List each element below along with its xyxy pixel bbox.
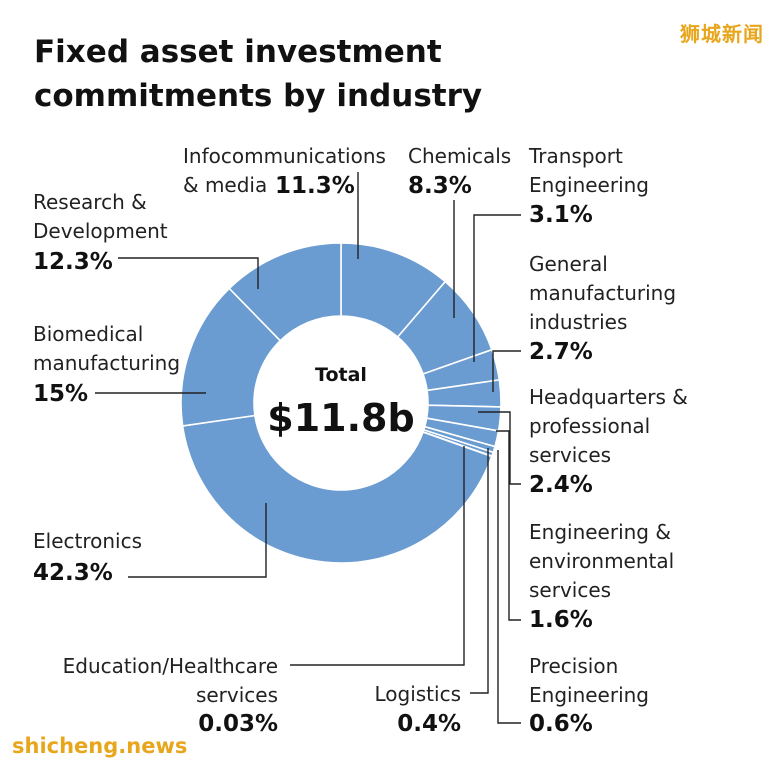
value-headquarters-professional-services: 2.4%	[529, 472, 593, 498]
slice-electronics	[181, 414, 493, 564]
leader-headquarters-professional-services	[478, 411, 521, 485]
value-biomedical-manufacturing: 15%	[33, 381, 88, 407]
value-chemicals: 8.3%	[408, 173, 472, 199]
leader-transport-engineering	[473, 214, 521, 362]
leader-general-manufacturing-industries	[492, 350, 521, 392]
value-education-healthcare-services: 0.03%	[198, 711, 278, 737]
chart-title: Fixed asset investment commitments by in…	[34, 34, 483, 114]
label-electronics: Electronics	[33, 529, 142, 553]
leader-logistics	[470, 448, 489, 694]
value-general-manufacturing-industries: 2.7%	[529, 339, 593, 365]
center-label: Total	[315, 364, 367, 386]
watermark-top: 狮城新闻	[680, 22, 764, 46]
leader-engineering-environmental-services	[496, 430, 521, 621]
label-transport-engineering: Transport Engineering	[528, 144, 649, 197]
value-logistics: 0.4%	[397, 711, 461, 737]
slice-labels: Infocommunications & media 11.3% Chemicals 8…	[33, 144, 688, 737]
label-education-healthcare-services: Education/Healthcare services	[63, 654, 278, 707]
watermark-bottom: shicheng.news	[12, 734, 188, 758]
label-infocommunications-media: Infocommunications & media	[183, 144, 386, 197]
leader-electronics	[128, 503, 267, 578]
value-infocommunications-media: 11.3%	[275, 173, 355, 199]
value-electronics: 42.3%	[33, 560, 113, 586]
label-research-development: Research & Development	[33, 190, 168, 243]
leader-education-healthcare-services	[290, 446, 465, 666]
center-value: $11.8b	[267, 396, 414, 440]
label-biomedical-manufacturing: Biomedical manufacturing	[33, 322, 180, 375]
label-logistics: Logistics	[374, 682, 461, 706]
value-transport-engineering: 3.1%	[529, 202, 593, 228]
value-research-development: 12.3%	[33, 249, 113, 275]
label-engineering-environmental-services: Engineering & environmental services	[529, 520, 674, 602]
leader-lines	[95, 172, 521, 724]
leader-research-development	[118, 257, 259, 289]
label-headquarters-professional-services: Headquarters & professional services	[529, 385, 688, 467]
label-precision-engineering: Precision Engineering	[529, 654, 649, 707]
label-general-manufacturing-industries: General manufacturing industries	[529, 252, 676, 334]
value-precision-engineering: 0.6%	[529, 711, 593, 737]
leader-precision-engineering	[497, 450, 521, 724]
value-engineering-environmental-services: 1.6%	[529, 607, 593, 633]
label-chemicals: Chemicals	[408, 144, 511, 168]
